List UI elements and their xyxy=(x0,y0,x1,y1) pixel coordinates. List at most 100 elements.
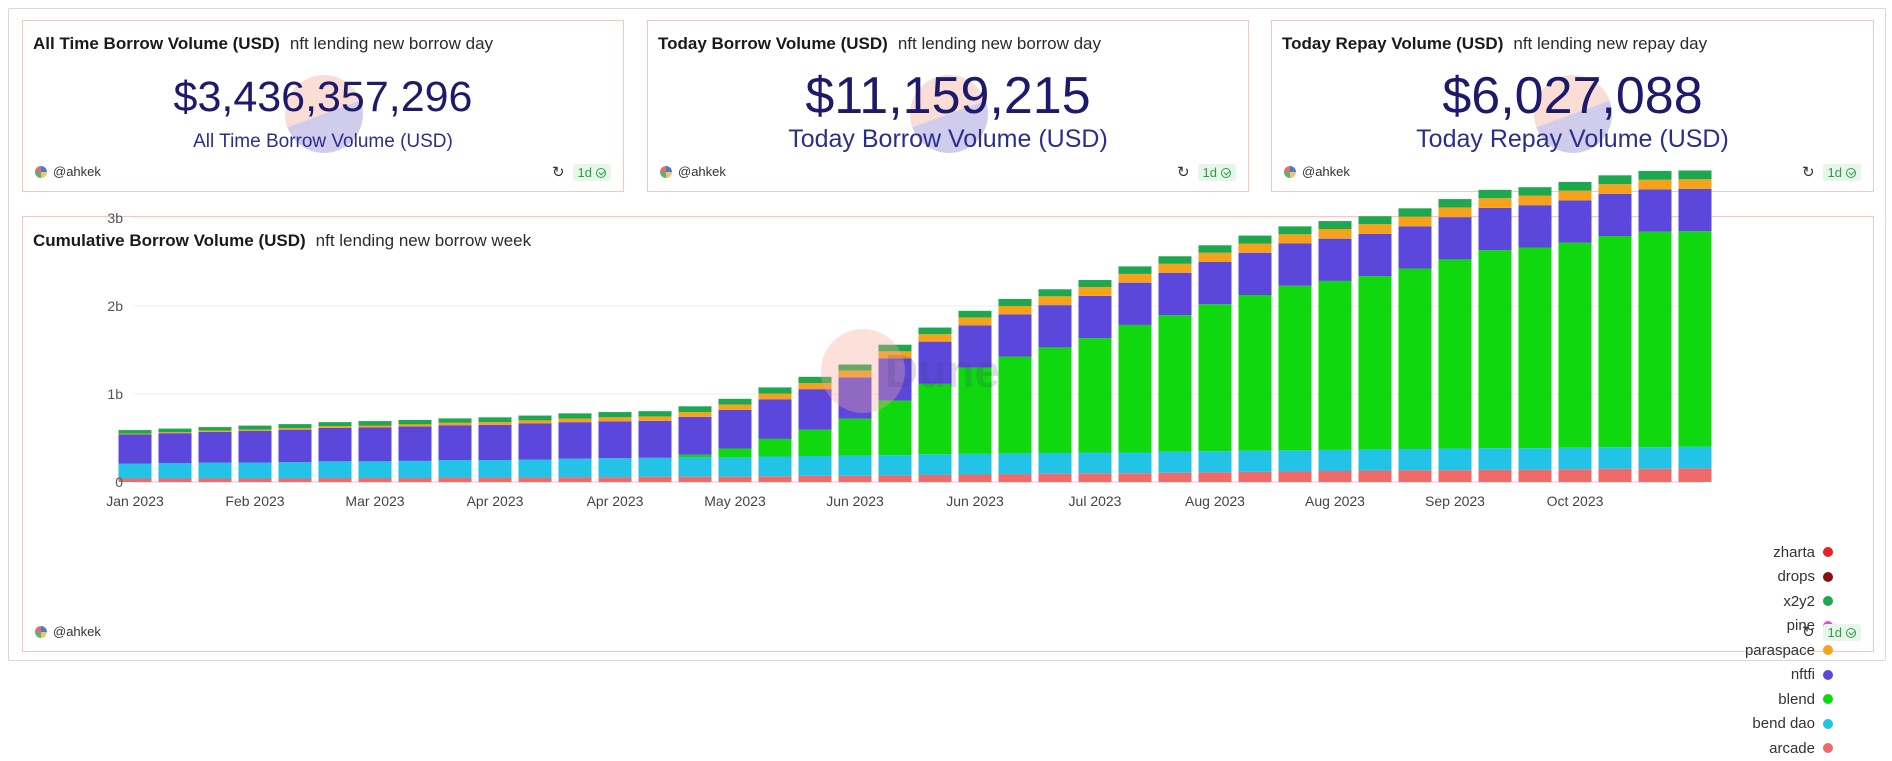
bar-segment-blend[interactable] xyxy=(918,383,952,455)
bar-segment-x2y2[interactable] xyxy=(1558,181,1592,191)
bar-segment-nftfi[interactable] xyxy=(758,399,792,439)
bar-segment-bend-dao[interactable] xyxy=(1558,447,1592,470)
bar-segment-nftfi[interactable] xyxy=(1398,226,1432,269)
bar-segment-paraspace[interactable] xyxy=(1358,224,1392,234)
bar-segment-nftfi[interactable] xyxy=(558,422,592,459)
legend-item-drops[interactable]: drops xyxy=(1745,565,1833,590)
refresh-icon[interactable]: ↻ xyxy=(551,164,565,181)
bar-segment-bend-dao[interactable] xyxy=(878,455,912,476)
bar-segment-paraspace[interactable] xyxy=(998,306,1032,315)
bar-segment-nftfi[interactable] xyxy=(838,377,872,419)
refresh-badge[interactable]: 1d xyxy=(1822,164,1861,181)
bar-segment-arcade[interactable] xyxy=(158,478,192,482)
bar-segment-nftfi[interactable] xyxy=(1438,217,1472,260)
bar-segment-bend-dao[interactable] xyxy=(638,457,672,477)
bar-segment-bend-dao[interactable] xyxy=(438,460,472,478)
bar-segment-paraspace[interactable] xyxy=(1598,184,1632,194)
bar-segment-nftfi[interactable] xyxy=(1318,238,1352,281)
bar-segment-nftfi[interactable] xyxy=(1038,305,1072,348)
bar-segment-blend[interactable] xyxy=(1518,247,1552,449)
bar-segment-arcade[interactable] xyxy=(1158,472,1192,482)
bar-segment-nftfi[interactable] xyxy=(1358,233,1392,277)
bar-segment-blend[interactable] xyxy=(838,418,872,456)
bar-segment-arcade[interactable] xyxy=(518,477,552,482)
bar-segment-arcade[interactable] xyxy=(1038,473,1072,482)
bar-segment-arcade[interactable] xyxy=(1478,469,1512,482)
bar-segment-paraspace[interactable] xyxy=(1438,207,1472,218)
bar-segment-arcade[interactable] xyxy=(558,477,592,482)
bar-segment-nftfi[interactable] xyxy=(118,434,152,464)
bar-segment-arcade[interactable] xyxy=(1558,469,1592,482)
bar-segment-arcade[interactable] xyxy=(798,475,832,482)
bar-segment-nftfi[interactable] xyxy=(1118,282,1152,325)
author-link[interactable]: @ahkek xyxy=(35,164,101,179)
bar-segment-blend[interactable] xyxy=(798,429,832,457)
bar-segment-arcade[interactable] xyxy=(638,476,672,482)
bar-segment-nftfi[interactable] xyxy=(358,427,392,462)
bar-segment-x2y2[interactable] xyxy=(758,387,792,394)
bar-segment-arcade[interactable] xyxy=(318,478,352,482)
bar-segment-nftfi[interactable] xyxy=(518,423,552,460)
bar-segment-nftfi[interactable] xyxy=(878,358,912,401)
bar-segment-paraspace[interactable] xyxy=(598,417,632,422)
bar-segment-paraspace[interactable] xyxy=(278,428,312,430)
bar-segment-arcade[interactable] xyxy=(1678,468,1712,482)
legend-item-arcade[interactable]: arcade xyxy=(1745,736,1833,761)
bar-segment-blend[interactable] xyxy=(1158,315,1192,452)
bar-segment-x2y2[interactable] xyxy=(438,418,472,423)
bar-segment-arcade[interactable] xyxy=(478,477,512,482)
legend-item-x2y2[interactable]: x2y2 xyxy=(1745,589,1833,614)
bar-segment-nftfi[interactable] xyxy=(1598,193,1632,237)
bar-segment-x2y2[interactable] xyxy=(478,417,512,423)
bar-segment-blend[interactable] xyxy=(1598,236,1632,448)
author-link[interactable]: @ahkek xyxy=(1284,164,1350,179)
bar-segment-bend-dao[interactable] xyxy=(518,459,552,478)
bar-segment-arcade[interactable] xyxy=(1118,473,1152,482)
bar-segment-x2y2[interactable] xyxy=(398,419,432,425)
bar-segment-blend[interactable] xyxy=(1438,259,1472,449)
bar-segment-nftfi[interactable] xyxy=(158,433,192,464)
stacked-bar-chart[interactable]: Dune 0 1b 2b 3b Jan 2023 Feb 2023 Mar 2023 Apr … xyxy=(23,170,1723,617)
bar-segment-nftfi[interactable] xyxy=(1638,189,1672,232)
bar-segment-x2y2[interactable] xyxy=(678,406,712,413)
bar-segment-nftfi[interactable] xyxy=(998,314,1032,357)
bar-segment-paraspace[interactable] xyxy=(398,424,432,427)
bar-segment-paraspace[interactable] xyxy=(1518,195,1552,206)
bar-segment-x2y2[interactable] xyxy=(318,422,352,427)
bar-segment-x2y2[interactable] xyxy=(1158,256,1192,264)
bar-segment-paraspace[interactable] xyxy=(318,426,352,428)
author-link[interactable]: @ahkek xyxy=(660,164,726,179)
bar-segment-nftfi[interactable] xyxy=(598,421,632,459)
bar-segment-nftfi[interactable] xyxy=(1678,188,1712,232)
bar-segment-bend-dao[interactable] xyxy=(1158,451,1192,473)
bar-segment-x2y2[interactable] xyxy=(838,364,872,371)
bar-segment-bend-dao[interactable] xyxy=(278,462,312,479)
bar-segment-x2y2[interactable] xyxy=(998,298,1032,306)
bar-segment-x2y2[interactable] xyxy=(1238,235,1272,244)
bar-segment-nftfi[interactable] xyxy=(718,409,752,449)
bar-segment-x2y2[interactable] xyxy=(718,398,752,405)
bar-segment-x2y2[interactable] xyxy=(198,427,232,431)
bar-segment-x2y2[interactable] xyxy=(1598,175,1632,185)
bar-segment-x2y2[interactable] xyxy=(1318,221,1352,229)
bar-segment-bend-dao[interactable] xyxy=(198,462,232,479)
bar-segment-x2y2[interactable] xyxy=(118,430,152,434)
bar-segment-paraspace[interactable] xyxy=(438,422,472,426)
bar-segment-nftfi[interactable] xyxy=(278,429,312,463)
bar-segment-paraspace[interactable] xyxy=(878,351,912,359)
bar-segment-paraspace[interactable] xyxy=(1118,273,1152,283)
bar-segment-x2y2[interactable] xyxy=(1638,170,1672,180)
bar-segment-paraspace[interactable] xyxy=(1078,287,1112,296)
bar-segment-nftfi[interactable] xyxy=(1158,273,1192,316)
bar-segment-nftfi[interactable] xyxy=(478,424,512,460)
bar-segment-arcade[interactable] xyxy=(1518,469,1552,482)
bar-segment-bend-dao[interactable] xyxy=(238,462,272,479)
bar-segment-bend-dao[interactable] xyxy=(1278,450,1312,472)
bar-segment-bend-dao[interactable] xyxy=(1518,448,1552,470)
bar-segment-blend[interactable] xyxy=(1638,231,1672,448)
bar-segment-nftfi[interactable] xyxy=(798,389,832,430)
bar-segment-arcade[interactable] xyxy=(758,476,792,482)
bar-segment-blend[interactable] xyxy=(1358,276,1392,450)
bar-segment-bend-dao[interactable] xyxy=(1198,451,1232,473)
bar-segment-x2y2[interactable] xyxy=(278,424,312,429)
